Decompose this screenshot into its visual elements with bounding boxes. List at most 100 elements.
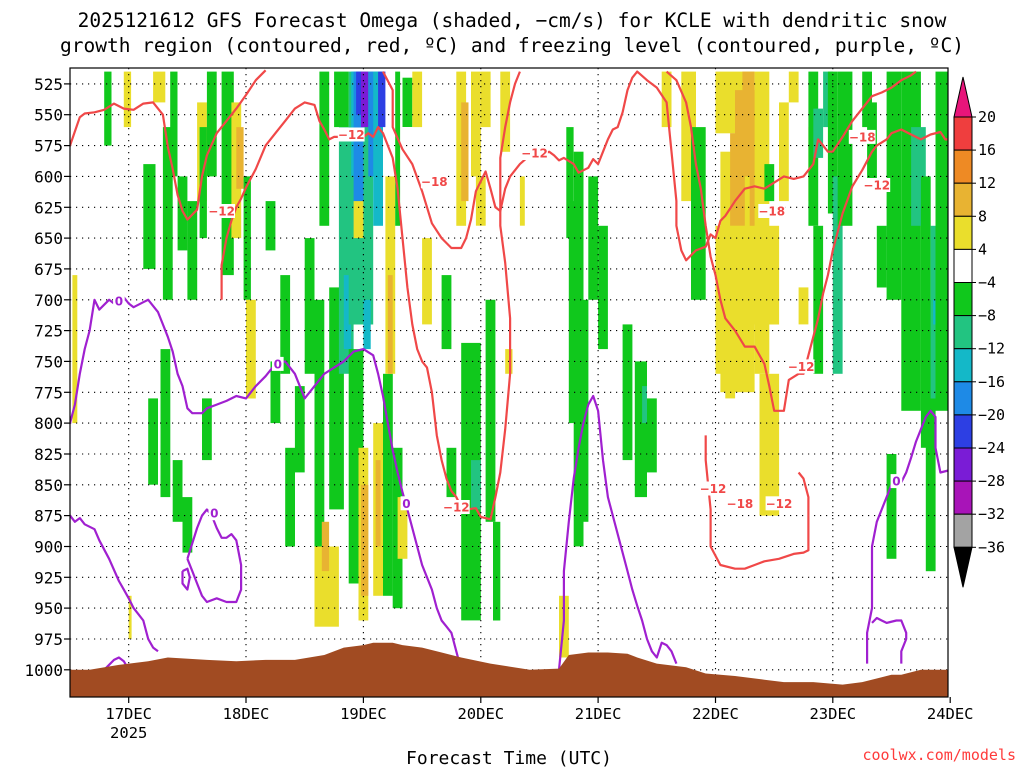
omega-cell [622,324,633,461]
colorbar-bin [953,480,973,515]
x-tick-label: 20DEC [457,705,504,723]
contour-label-background [726,496,754,511]
omega-cell [202,398,212,461]
contour-label-background [420,174,448,189]
colorbar-tick-label: −12 [978,340,1005,358]
omega-cell [280,275,291,374]
contour-label: −18 [421,175,448,189]
contour-label: −12 [766,497,793,511]
omega-cell [182,497,193,553]
contour-label: −12 [863,179,890,193]
omega-cell [395,71,401,226]
omega-cell [143,164,156,269]
surface-terrain [70,642,948,697]
omega-cell [373,71,383,226]
omega-cell [162,127,173,300]
contour-label-background [863,178,891,192]
omega-cell [661,71,672,128]
contour-label-background [442,500,470,514]
omega-cell [493,521,501,621]
omega-cell [206,71,217,177]
y-tick-label: 850 [34,476,63,495]
y-tick-label: 700 [34,291,63,310]
omega-cell [691,127,706,300]
contour-label: 0 [402,497,410,511]
colorbar-tick-label: −28 [978,472,1005,490]
colorbar-tick-label: −20 [978,406,1005,424]
chart-title-line-2: growth region (contoured, red, ºC) and f… [60,34,964,57]
y-axis: 525 550 575 600 625 650 675 700 725 750 775 800 825 8… [24,75,70,680]
x-tick-year-label: 2025 [110,724,147,742]
colorbar-bin [953,215,973,250]
colorbar-bin [953,348,973,383]
omega-cell [285,447,295,547]
y-tick-label: 550 [34,106,63,125]
contour-labels: −12−12−18−12−12−12−18 −12−18−12−18−120000… [113,127,903,521]
omega-cell [788,71,799,103]
colorbar-tick-label: 16 [978,141,996,159]
omega-cell [368,71,379,177]
omega-cell [270,361,281,424]
y-tick-label: 925 [34,568,63,587]
omega-cell [813,225,824,374]
colorbar-tick-label: −4 [978,274,996,292]
omega-cell [886,71,902,300]
freezing-contour-line [871,616,908,664]
colorbar-tick-label: 4 [978,240,987,258]
colorbar-bin [953,513,973,548]
freezing-contour-line [70,513,159,653]
omega-cell [172,460,183,522]
omega-cell [160,349,171,498]
omega-cell [148,398,158,485]
y-tick-label: 1000 [24,661,63,680]
omega-cell [519,176,525,226]
y-tick-label: 825 [34,445,63,464]
dgz-contours [70,69,948,570]
omega-cell [343,275,352,350]
freezing-contour-line [103,656,130,671]
contour-label-background [113,294,125,308]
colorbar: 20 16 12 8 4 −4 −8 −12 −16 −20 −24 −28 −32 −36 [953,76,1005,588]
contour-label-background [787,359,815,374]
omega-cell [375,460,381,547]
omega-cell [314,299,325,547]
colorbar-tick-label: −8 [978,307,996,325]
omega-cell [304,238,315,374]
omega-cell [361,71,369,128]
freezing-contour-line [557,394,678,670]
omega-cell [485,299,496,522]
contour-label: 0 [274,357,282,371]
plot-frame [69,67,949,698]
contour-label: −12 [788,360,815,374]
contour-label: 0 [115,295,123,309]
colorbar-tick-label: 8 [978,207,987,225]
omega-cell [500,71,511,152]
omega-cell [353,201,364,239]
omega-cell [598,225,608,350]
contour-label: −18 [758,205,785,219]
omega-cell [634,361,647,498]
colorbar-bottom-arrow [953,546,973,588]
colorbar-tick-label: −16 [978,373,1005,391]
omega-cell [642,386,647,424]
omega-cell [886,454,897,559]
x-tick-label: 23DEC [809,705,856,723]
omega-cell [412,71,423,128]
y-tick-label: 525 [34,75,63,94]
omega-cell [461,102,469,202]
omega-cell [935,71,948,411]
colorbar-tick-label: 12 [978,174,996,192]
x-tick-label: 19DEC [340,705,387,723]
omega-cell [246,299,256,399]
omega-cell [813,108,824,158]
colorbar-bin [953,149,973,184]
contour-label-background [208,506,221,521]
omega-cell [385,176,396,374]
contour-label-background [337,127,365,142]
contour-label-background [208,204,235,218]
contour-label-background [765,496,793,511]
colorbar-tick-label: −36 [978,538,1005,556]
omega-cell [779,102,789,202]
y-tick-label: 650 [34,229,63,248]
